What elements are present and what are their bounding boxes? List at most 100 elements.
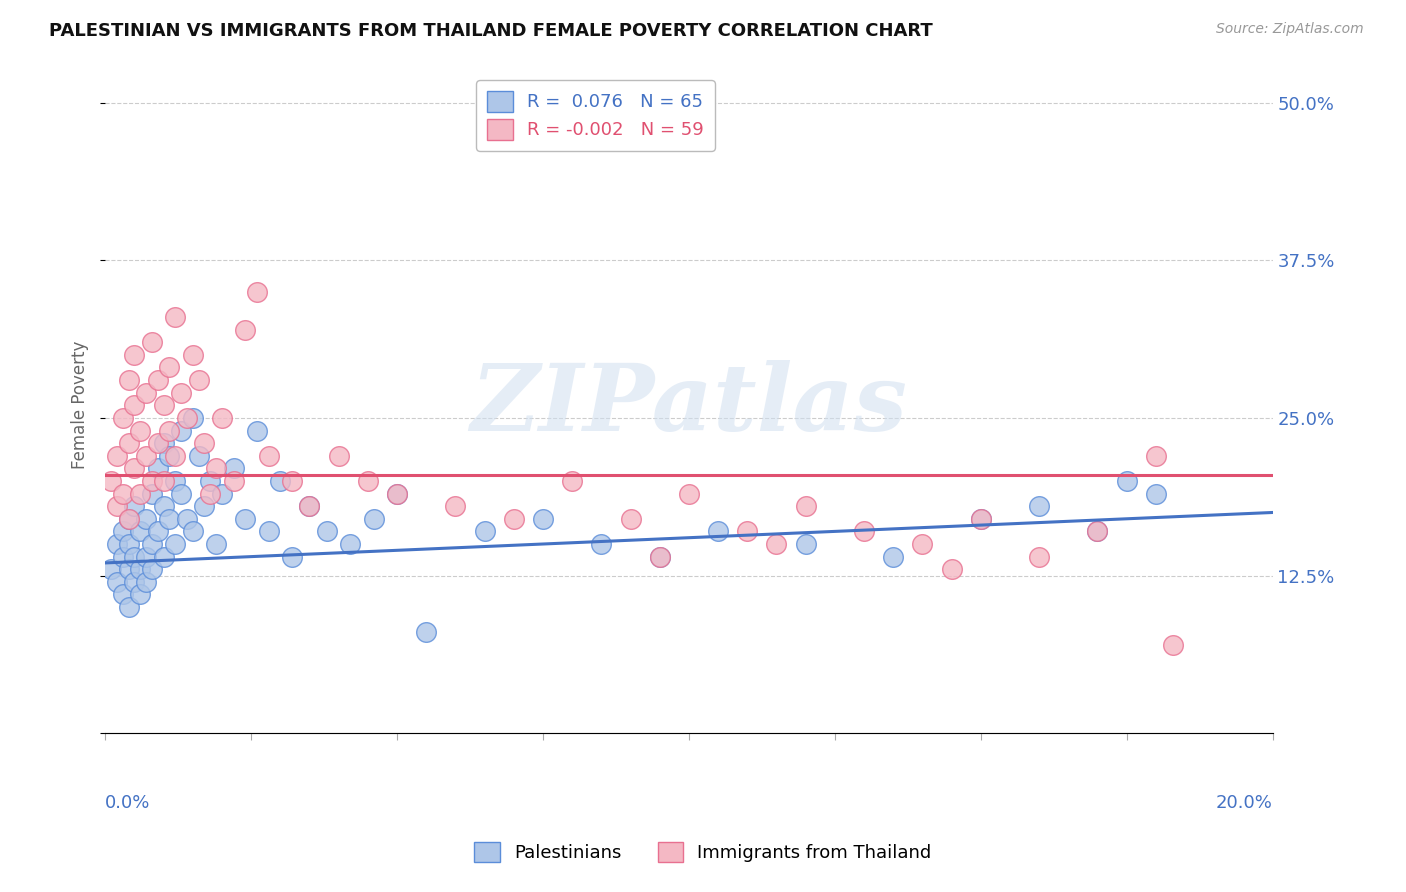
Point [146, 436, 169, 450]
Point [222, 474, 245, 488]
Point [100, 562, 122, 576]
Point [111, 587, 134, 601]
Point [363, 512, 385, 526]
Point [970, 512, 993, 526]
Point [444, 499, 467, 513]
Point [941, 562, 963, 576]
Point [117, 512, 139, 526]
Point [1115, 474, 1137, 488]
Point [205, 461, 228, 475]
Point [141, 335, 163, 350]
Point [152, 549, 174, 564]
Point [135, 449, 157, 463]
Point [124, 549, 146, 564]
Point [135, 512, 157, 526]
Point [117, 512, 139, 526]
Point [1161, 638, 1184, 652]
Point [474, 524, 496, 539]
Point [129, 524, 152, 539]
Point [222, 461, 245, 475]
Point [141, 562, 163, 576]
Point [124, 499, 146, 513]
Point [339, 537, 361, 551]
Point [181, 411, 204, 425]
Y-axis label: Female Poverty: Female Poverty [72, 341, 89, 469]
Point [129, 587, 152, 601]
Point [170, 385, 193, 400]
Point [124, 348, 146, 362]
Point [152, 474, 174, 488]
Point [129, 424, 152, 438]
Point [165, 449, 187, 463]
Point [129, 562, 152, 576]
Point [502, 512, 524, 526]
Point [1028, 499, 1050, 513]
Point [648, 549, 671, 564]
Point [124, 398, 146, 412]
Point [316, 524, 339, 539]
Point [165, 310, 187, 324]
Point [129, 486, 152, 500]
Point [200, 474, 222, 488]
Point [385, 486, 408, 500]
Point [678, 486, 700, 500]
Point [281, 474, 304, 488]
Point [146, 524, 169, 539]
Point [1087, 524, 1109, 539]
Point [1087, 524, 1109, 539]
Legend: R =  0.076   N = 65, R = -0.002   N = 59: R = 0.076 N = 65, R = -0.002 N = 59 [477, 80, 714, 151]
Point [1028, 549, 1050, 564]
Point [298, 499, 321, 513]
Point [357, 474, 380, 488]
Text: Source: ZipAtlas.com: Source: ZipAtlas.com [1216, 22, 1364, 37]
Text: PALESTINIAN VS IMMIGRANTS FROM THAILAND FEMALE POVERTY CORRELATION CHART: PALESTINIAN VS IMMIGRANTS FROM THAILAND … [49, 22, 934, 40]
Point [882, 549, 904, 564]
Point [157, 424, 180, 438]
Point [187, 449, 209, 463]
Point [135, 574, 157, 589]
Point [269, 474, 291, 488]
Point [735, 524, 758, 539]
Point [246, 424, 269, 438]
Point [591, 537, 613, 551]
Point [794, 499, 817, 513]
Point [124, 461, 146, 475]
Point [141, 486, 163, 500]
Point [135, 385, 157, 400]
Point [117, 436, 139, 450]
Point [117, 537, 139, 551]
Text: ZIPatlas: ZIPatlas [471, 360, 907, 450]
Point [233, 323, 256, 337]
Point [146, 461, 169, 475]
Point [111, 411, 134, 425]
Point [152, 499, 174, 513]
Point [100, 474, 122, 488]
Point [211, 411, 233, 425]
Point [157, 512, 180, 526]
Point [852, 524, 875, 539]
Point [281, 549, 304, 564]
Point [117, 562, 139, 576]
Point [181, 524, 204, 539]
Point [111, 524, 134, 539]
Point [1144, 486, 1167, 500]
Point [648, 549, 671, 564]
Point [970, 512, 993, 526]
Point [105, 537, 128, 551]
Point [141, 537, 163, 551]
Point [105, 449, 128, 463]
Point [135, 549, 157, 564]
Point [187, 373, 209, 387]
Point [141, 474, 163, 488]
Point [117, 373, 139, 387]
Point [170, 424, 193, 438]
Point [1144, 449, 1167, 463]
Point [298, 499, 321, 513]
Point [200, 486, 222, 500]
Point [111, 486, 134, 500]
Point [124, 574, 146, 589]
Point [794, 537, 817, 551]
Point [157, 449, 180, 463]
Text: 0.0%: 0.0% [105, 794, 150, 812]
Point [165, 474, 187, 488]
